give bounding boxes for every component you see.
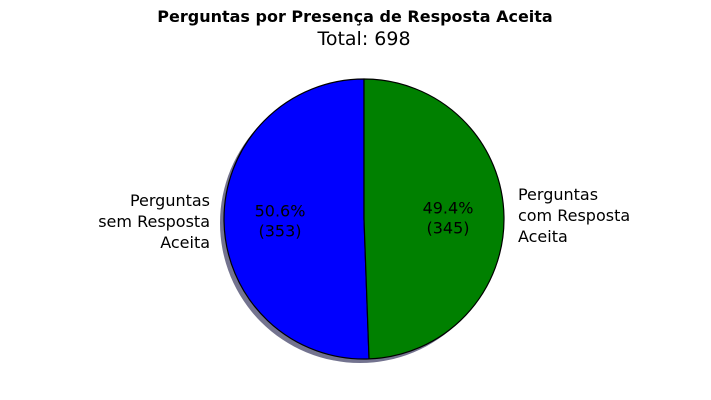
pie-slice-0-category-label: Perguntas sem Resposta Aceita bbox=[98, 191, 210, 252]
chart-title: Perguntas por Presença de Resposta Aceit… bbox=[157, 7, 552, 26]
pie-slice-1 bbox=[363, 78, 505, 360]
pie-labels: 50.6% (353) Perguntas sem Resposta Aceita 49.… bbox=[98, 185, 630, 252]
pie-slice-0 bbox=[223, 78, 370, 360]
pie-slice-0-value-label: 50.6% (353) bbox=[255, 202, 306, 241]
pie-slice-1-value-label: 49.4% (345) bbox=[423, 198, 474, 237]
pie-slices bbox=[223, 78, 505, 360]
chart-subtitle: Total: 698 bbox=[316, 28, 410, 50]
pie-slice-1-category-label: Perguntas com Resposta Aceita bbox=[518, 185, 630, 246]
